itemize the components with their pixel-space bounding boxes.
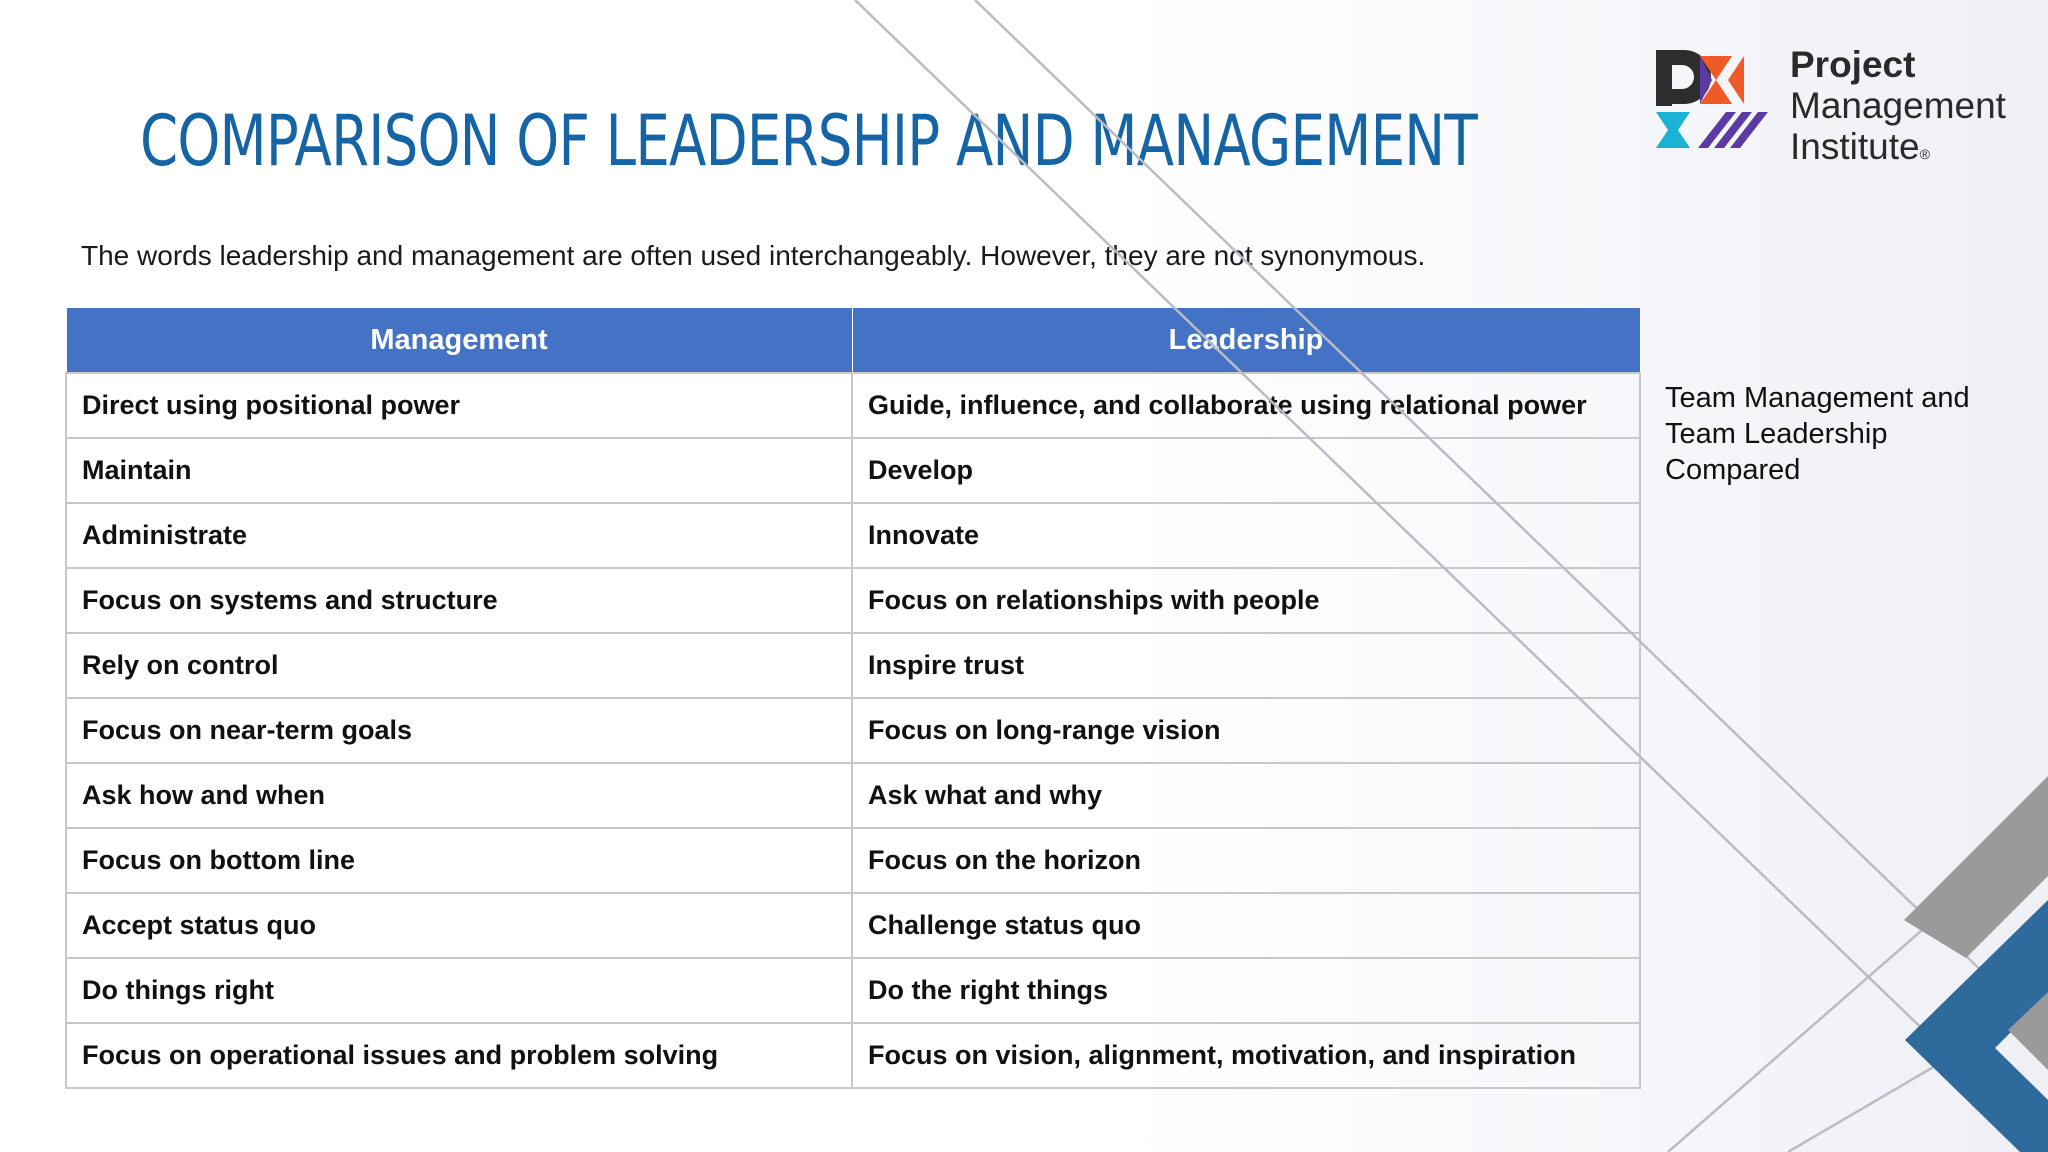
- logo-line-management: Management: [1790, 85, 2006, 126]
- management-cell: Ask how and when: [65, 762, 853, 829]
- registered-mark: ®: [1919, 146, 1930, 162]
- management-cell: Focus on operational issues and problem …: [65, 1022, 853, 1089]
- header-leadership: Leadership: [851, 307, 1641, 374]
- table-row: Accept status quo Challenge status quo: [65, 892, 1641, 959]
- management-cell: Maintain: [65, 437, 853, 504]
- management-cell: Do things right: [65, 957, 853, 1024]
- management-cell: Administrate: [65, 502, 853, 569]
- table-row: Rely on control Inspire trust: [65, 632, 1641, 699]
- logo-line-institute: Institute®: [1790, 126, 2006, 175]
- management-cell: Accept status quo: [65, 892, 853, 959]
- side-note: Team Management and Team Leadership Comp…: [1665, 382, 1970, 486]
- logo-line-institute-text: Institute: [1790, 126, 1920, 167]
- management-cell: Focus on bottom line: [65, 827, 853, 894]
- pmi-logo: Project Management Institute®: [1656, 44, 2026, 172]
- table-row: Focus on bottom line Focus on the horizo…: [65, 827, 1641, 894]
- management-cell: Focus on systems and structure: [65, 567, 853, 634]
- management-cell: Direct using positional power: [65, 372, 853, 439]
- leadership-cell: Develop: [851, 437, 1641, 504]
- pmi-logo-text: Project Management Institute®: [1790, 44, 2006, 175]
- table-row: Ask how and when Ask what and why: [65, 762, 1641, 829]
- leadership-cell: Challenge status quo: [851, 892, 1641, 959]
- table-header-row: Management Leadership: [65, 307, 1641, 374]
- pmi-logo-icon: [1656, 50, 1768, 148]
- table-row: Focus on systems and structure Focus on …: [65, 567, 1641, 634]
- management-cell: Focus on near-term goals: [65, 697, 853, 764]
- logo-line-project: Project: [1790, 44, 1916, 85]
- table-row: Focus on operational issues and problem …: [65, 1022, 1641, 1089]
- leadership-cell: Do the right things: [851, 957, 1641, 1024]
- leadership-cell: Innovate: [851, 502, 1641, 569]
- leadership-cell: Inspire trust: [851, 632, 1641, 699]
- leadership-cell: Focus on the horizon: [851, 827, 1641, 894]
- comparison-table: Management Leadership Direct using posit…: [65, 307, 1641, 1089]
- table-row: Administrate Innovate: [65, 502, 1641, 569]
- table-row: Do things right Do the right things: [65, 957, 1641, 1024]
- leadership-cell: Ask what and why: [851, 762, 1641, 829]
- management-cell: Rely on control: [65, 632, 853, 699]
- table-row: Direct using positional power Guide, inf…: [65, 372, 1641, 439]
- leadership-cell: Focus on relationships with people: [851, 567, 1641, 634]
- leadership-cell: Focus on long-range vision: [851, 697, 1641, 764]
- table-row: Focus on near-term goals Focus on long-r…: [65, 697, 1641, 764]
- leadership-cell: Focus on vision, alignment, motivation, …: [851, 1022, 1641, 1089]
- header-management: Management: [65, 307, 853, 374]
- slide-title: COMPARISON OF LEADERSHIP AND MANAGEMENT: [140, 100, 1478, 182]
- leadership-cell: Guide, influence, and collaborate using …: [851, 372, 1641, 439]
- table-row: Maintain Develop: [65, 437, 1641, 504]
- slide-subtitle: The words leadership and management are …: [81, 240, 1426, 271]
